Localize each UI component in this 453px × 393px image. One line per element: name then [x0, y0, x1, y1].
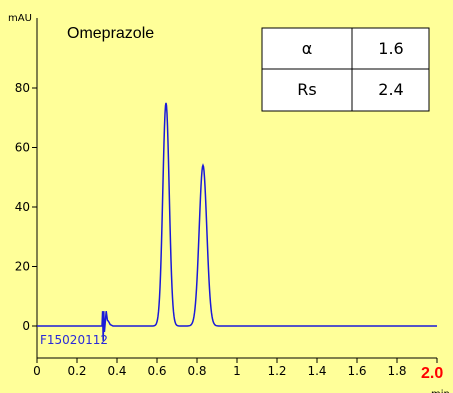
chart-title: Omeprazole [67, 25, 154, 42]
x-tick-highlight-label: 2.0 [421, 365, 443, 382]
x-unit-label: min [431, 389, 450, 393]
x-tick-label: 0 [33, 364, 41, 378]
x-tick-label: 1.4 [307, 364, 326, 378]
x-tick-label: 1.6 [347, 364, 366, 378]
x-tick-label: 1.8 [387, 364, 406, 378]
x-tick-label: 1 [233, 364, 241, 378]
y-tick-label: 80 [15, 81, 30, 95]
results-table: α 1.6 Rs 2.4 [261, 27, 430, 112]
y-axis: mAU [8, 13, 38, 358]
table-cell-rs-label: Rs [297, 80, 316, 99]
x-tick-label: 0.2 [67, 364, 86, 378]
x-tick-label: 0.6 [147, 364, 166, 378]
y-tick-label: 40 [15, 200, 30, 214]
sample-id-label: F15020112 [40, 333, 108, 347]
table-cell-rs-value: 2.4 [378, 80, 403, 99]
x-ticks: 0 0.2 0.4 0.6 0.8 1 1.2 1.4 1.6 1.8 [33, 358, 438, 378]
y-tick-label: 0 [22, 319, 30, 333]
chromatogram-trace [37, 102, 437, 341]
x-tick-label: 0.4 [107, 364, 126, 378]
x-tick-label: 1.2 [267, 364, 286, 378]
y-tick-label: 60 [15, 141, 30, 155]
y-unit-label: mAU [8, 13, 32, 24]
table-cell-alpha-value: 1.6 [378, 39, 403, 58]
x-tick-label: 0.8 [187, 364, 206, 378]
table-cell-alpha-label: α [302, 39, 313, 58]
y-ticks: 0 20 40 60 80 [15, 81, 37, 333]
y-tick-label: 20 [15, 260, 30, 274]
